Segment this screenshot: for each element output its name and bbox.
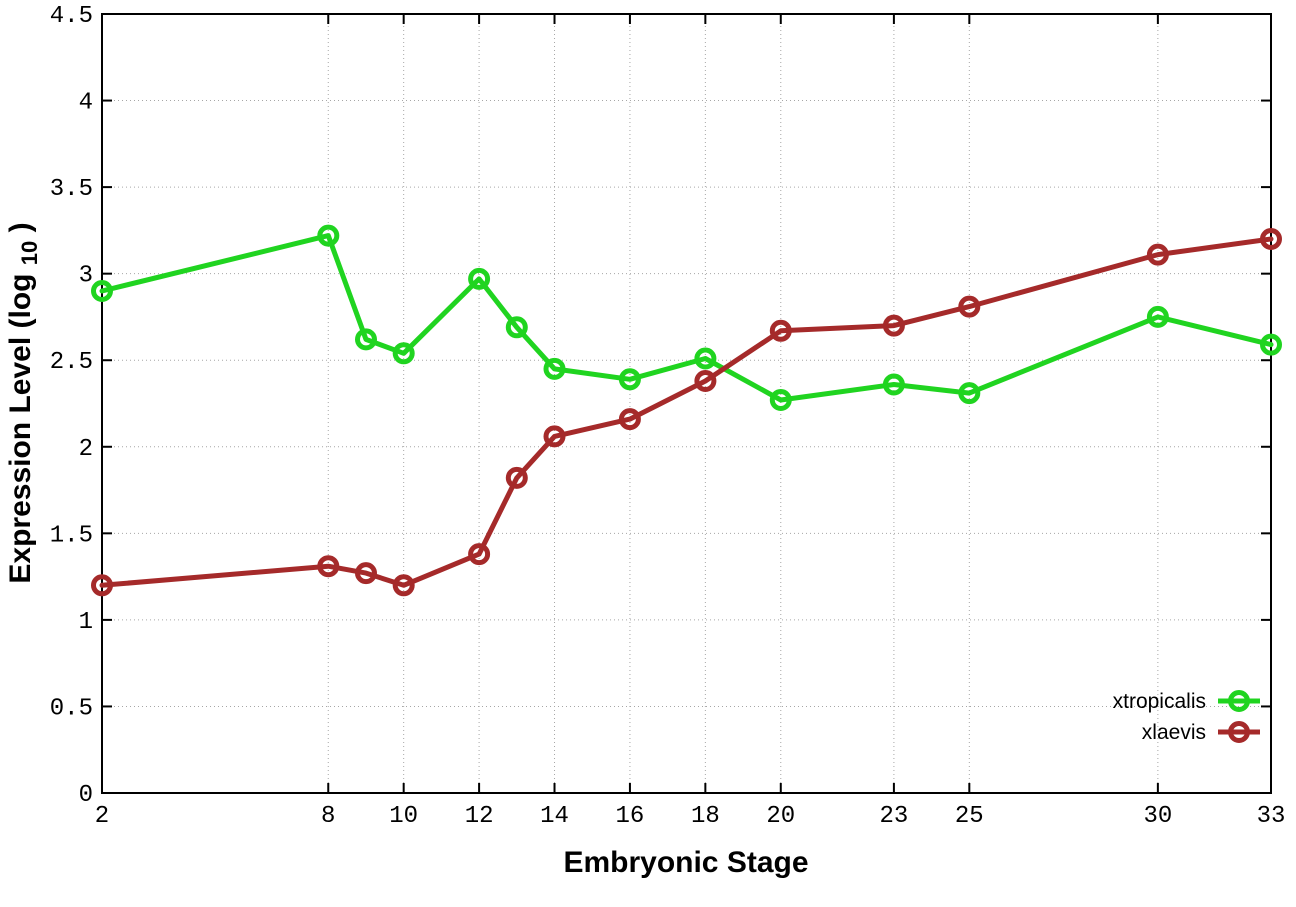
point-xlaevis-stage-25 — [958, 295, 981, 318]
point-xlaevis-stage-10 — [392, 574, 415, 597]
x-tick-label-25: 25 — [955, 803, 984, 830]
x-tick-label-2: 2 — [95, 803, 109, 830]
series-line-xtropicalis — [99, 233, 1274, 403]
y-tick-label-2: 2 — [79, 436, 93, 463]
point-xlaevis-stage-9 — [355, 562, 377, 585]
x-tick-label-12: 12 — [465, 803, 494, 830]
point-xtropicalis-stage-20 — [769, 389, 792, 411]
legend: xtropicalis xlaevis — [1113, 690, 1260, 744]
x-tick-label-8: 8 — [321, 803, 335, 830]
x-axis-title: Embryonic Stage — [563, 846, 808, 879]
x-tick-label-23: 23 — [879, 803, 908, 830]
point-xtropicalis-stage-10 — [392, 342, 415, 365]
data-series — [91, 224, 1282, 597]
point-xtropicalis-stage-23 — [882, 373, 905, 396]
x-tick-label-10: 10 — [389, 803, 418, 830]
point-xtropicalis-stage-12 — [468, 267, 491, 290]
x-tick-label-16: 16 — [616, 803, 645, 830]
legend-point-xlaevis — [1228, 721, 1250, 743]
point-xlaevis-stage-23 — [882, 314, 905, 337]
legend-point-xtropicalis — [1228, 690, 1250, 712]
point-xlaevis-stage-8 — [317, 555, 340, 578]
legend-label-xlaevis: xlaevis — [1142, 721, 1206, 744]
point-xlaevis-stage-18 — [694, 370, 717, 392]
y-axis-title-close: ) — [4, 222, 37, 232]
point-xtropicalis-stage-14 — [543, 357, 566, 380]
x-tick-label-33: 33 — [1257, 803, 1286, 830]
point-xlaevis-stage-30 — [1146, 243, 1169, 266]
legend-marker-xtropicalis — [1218, 690, 1260, 712]
x-tick-label-18: 18 — [691, 803, 720, 830]
point-xtropicalis-stage-13 — [505, 316, 528, 339]
y-tick-label-2.5: 2.5 — [50, 349, 93, 376]
y-tick-label-4.5: 4.5 — [50, 3, 93, 30]
y-tick-label-3: 3 — [79, 263, 93, 290]
point-xtropicalis-stage-18 — [694, 347, 717, 370]
point-xtropicalis-stage-25 — [958, 382, 981, 405]
point-xtropicalis-stage-2 — [91, 280, 113, 302]
x-tick-label-30: 30 — [1143, 803, 1172, 830]
point-xlaevis-stage-16 — [618, 408, 641, 431]
point-xtropicalis-stage-30 — [1146, 305, 1169, 328]
point-xlaevis-stage-20 — [769, 319, 792, 342]
y-tick-label-0.5: 0.5 — [50, 695, 93, 722]
point-xtropicalis-stage-33 — [1260, 333, 1282, 356]
point-xlaevis-stage-14 — [543, 425, 566, 448]
grid-lines — [101, 13, 1272, 794]
point-xtropicalis-stage-8 — [317, 224, 340, 247]
y-axis-title-main: Expression Level (log — [4, 274, 37, 584]
y-tick-label-0: 0 — [79, 782, 93, 809]
legend-marker-xlaevis — [1218, 721, 1260, 743]
y-tick-label-1: 1 — [79, 609, 93, 636]
point-xtropicalis-stage-16 — [618, 368, 641, 391]
point-xlaevis-stage-13 — [505, 466, 528, 489]
plot-border — [101, 13, 1272, 794]
axes: 2 8 10 12 14 16 18 20 23 25 30 33 0 0.5 1 1.5 2 2.5 3 3.5 4 4… — [50, 3, 1286, 830]
x-tick-label-14: 14 — [540, 803, 569, 830]
y-tick-label-4: 4 — [79, 90, 93, 117]
legend-label-xtropicalis: xtropicalis — [1113, 690, 1206, 713]
point-xtropicalis-stage-9 — [355, 328, 377, 351]
y-axis-title-subscript: 10 — [17, 241, 42, 265]
point-xlaevis-stage-2 — [91, 574, 113, 597]
x-tick-label-20: 20 — [766, 803, 795, 830]
point-xlaevis-stage-12 — [468, 543, 491, 566]
point-xlaevis-stage-33 — [1260, 228, 1282, 250]
y-tick-label-1.5: 1.5 — [50, 522, 93, 549]
y-axis-title: Expression Level (log 10 ) — [4, 222, 44, 583]
y-tick-label-3.5: 3.5 — [50, 176, 93, 203]
svg-text:Expression Level (log: Expression Level (log 10 ) — [4, 222, 44, 583]
